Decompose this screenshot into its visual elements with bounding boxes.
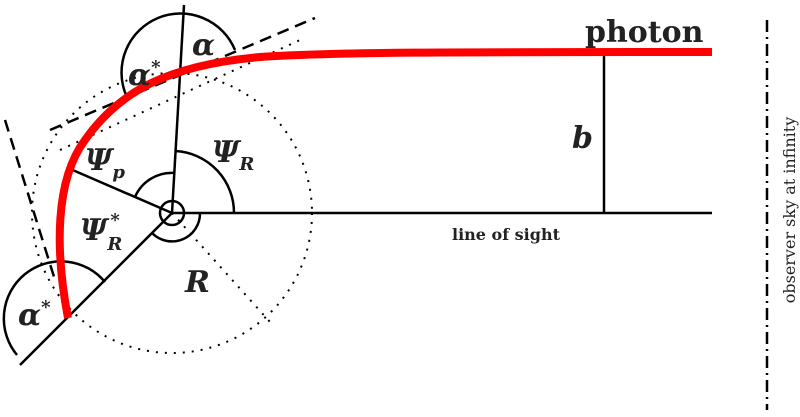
symbol: Ψ: [212, 135, 242, 170]
photon-path: [55, 48, 713, 319]
psi-p-label: Ψp: [85, 143, 125, 183]
line-of-sight-label: line of sight: [452, 225, 561, 244]
observer-label: observer sky at infinity: [780, 117, 799, 304]
sup: *: [151, 57, 161, 78]
angle-arc: [120, 12, 237, 96]
alpha-star-label: α*: [18, 297, 51, 333]
alpha-label: α: [192, 28, 215, 63]
sub: R: [106, 234, 122, 255]
symbol: Ψ: [85, 143, 115, 178]
b-label: b: [572, 121, 593, 156]
geometry: [2, 4, 769, 410]
sub: R: [238, 154, 254, 175]
psi-r-label: ΨR: [212, 135, 254, 175]
sup: *: [41, 297, 51, 318]
radial-line: [19, 212, 173, 366]
psi-r-star-label: ΨR *: [80, 210, 122, 255]
radius-line: [171, 212, 271, 323]
sup: *: [110, 210, 120, 231]
symbol: Ψ: [80, 213, 110, 248]
photon-label: photon: [585, 15, 704, 50]
angle-arc: [133, 171, 175, 198]
sub: p: [112, 162, 125, 183]
r-label: R: [184, 265, 210, 300]
angle-arc: [2, 260, 106, 356]
alpha-star-label: α*: [128, 57, 161, 93]
angle-arc: [151, 212, 202, 243]
symbol: α: [18, 298, 41, 333]
angle-arc: [175, 149, 236, 214]
radial-line: [170, 4, 186, 214]
tangent-line: [3, 119, 57, 281]
angle-arc: [158, 199, 186, 227]
radial-line: [67, 166, 173, 215]
symbol: α: [128, 58, 151, 93]
